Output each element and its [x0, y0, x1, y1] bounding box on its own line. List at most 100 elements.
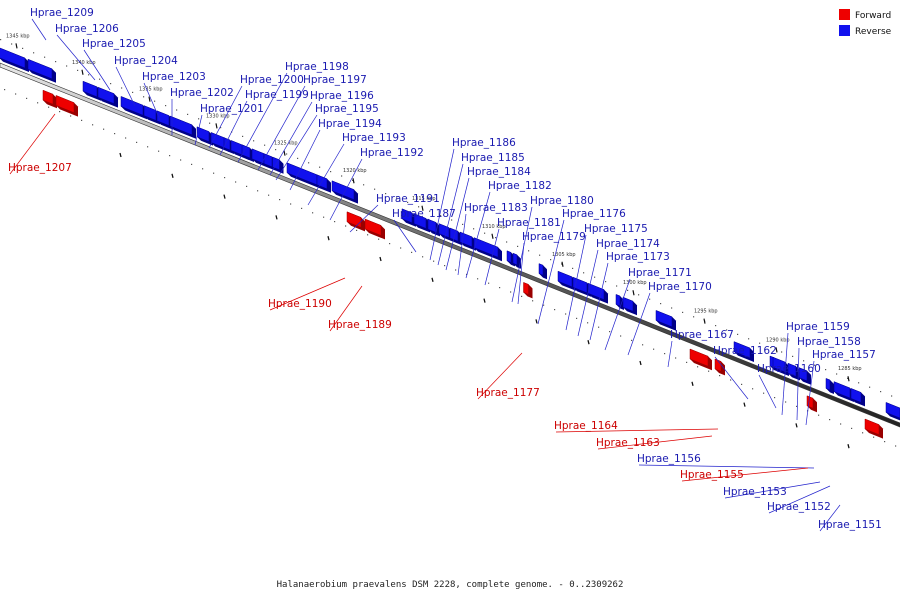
dot — [323, 216, 325, 218]
dot — [781, 351, 783, 353]
gene-label: Hprae_1206 — [55, 23, 119, 35]
dash — [327, 236, 330, 241]
dot — [620, 335, 622, 337]
dot — [869, 386, 871, 388]
dot — [363, 184, 365, 186]
leader-line — [477, 352, 523, 400]
gene-label: Hprae_1207 — [8, 162, 72, 174]
dot — [631, 339, 633, 341]
dot — [572, 267, 574, 269]
ruler-tick-mark — [148, 96, 151, 102]
leader-line — [627, 292, 651, 356]
dot — [246, 185, 248, 187]
dot — [422, 256, 424, 258]
gene-label: Hprae_1156 — [637, 453, 701, 465]
ruler-tick-label: 1295 kbp — [694, 309, 718, 315]
dash — [847, 444, 850, 449]
gene-labels: Hprae_1209 Hprae_1206 Hprae_1205 Hprae_1204… — [8, 7, 882, 531]
dot — [11, 43, 13, 45]
leader-line — [667, 340, 673, 368]
ruler-tick-label: 1340 kbp — [72, 60, 96, 66]
dot — [653, 348, 655, 350]
gene-label: Hprae_1163 — [596, 437, 660, 449]
leader-line — [537, 219, 565, 325]
dot — [440, 215, 442, 217]
dot — [132, 91, 134, 93]
dot — [884, 441, 886, 443]
dot — [521, 295, 523, 297]
gene-label: Hprae_1203 — [142, 71, 206, 83]
leader-line — [269, 277, 346, 311]
gene-label: Hprae_1184 — [467, 166, 531, 178]
dot — [594, 276, 596, 278]
dot — [895, 445, 897, 447]
dot — [187, 113, 189, 115]
leader-line — [437, 163, 464, 266]
leader-line — [219, 100, 248, 156]
gene-label: Hprae_1174 — [596, 238, 660, 250]
dash — [691, 381, 694, 386]
ruler-tick-label: 1305 kbp — [552, 252, 576, 258]
legend-reverse-swatch — [839, 25, 850, 36]
dot — [627, 289, 629, 291]
dot — [55, 61, 57, 63]
leader-line — [237, 72, 288, 163]
dot — [378, 238, 380, 240]
gene-label: Hprae_1170 — [648, 281, 712, 293]
leader-line — [275, 114, 318, 181]
leader-line — [577, 249, 599, 337]
gene-label: Hprae_1194 — [318, 118, 382, 130]
forward-gene-block — [714, 358, 725, 376]
gene-label: Hprae_1176 — [562, 208, 626, 220]
dot — [396, 197, 398, 199]
dot — [829, 419, 831, 421]
dash — [119, 152, 122, 158]
gene-label: Hprae_1153 — [723, 486, 787, 498]
dot — [275, 149, 277, 151]
gene-label: Hprae_1192 — [360, 147, 424, 159]
ruler-tick-mark — [215, 123, 218, 129]
gene-label: Hprae_1155 — [680, 469, 744, 481]
gene-label: Hprae_1181 — [497, 217, 561, 229]
dot — [242, 135, 244, 137]
dot — [308, 162, 310, 164]
dot — [433, 260, 435, 262]
dot — [847, 377, 849, 379]
dot — [451, 219, 453, 221]
dot — [385, 193, 387, 195]
dot — [143, 96, 145, 98]
reverse-gene-block — [0, 47, 29, 72]
reverse-gene-block — [733, 341, 754, 362]
dot — [836, 373, 838, 375]
dot — [737, 333, 739, 335]
gene-label: Hprae_1177 — [476, 387, 540, 399]
ruler-tick-mark — [352, 178, 355, 184]
legend-reverse-label: Reverse — [855, 27, 892, 37]
reverse-gene-block — [587, 282, 608, 304]
leader-line — [517, 242, 525, 305]
dot — [268, 194, 270, 196]
dot — [99, 78, 101, 80]
ruler-tick-mark — [491, 233, 494, 239]
ruler-tick-mark — [775, 347, 778, 353]
ruler-tick-mark — [561, 261, 564, 267]
dot — [444, 265, 446, 267]
dash — [431, 277, 434, 282]
dot — [660, 303, 662, 305]
dot — [341, 175, 343, 177]
dot — [664, 353, 666, 355]
genome-axis — [0, 62, 900, 428]
dot — [858, 382, 860, 384]
dot — [675, 357, 677, 359]
dot — [792, 355, 794, 357]
dot — [528, 250, 530, 252]
leader-line — [349, 204, 379, 233]
dot — [862, 432, 864, 434]
dot — [616, 285, 618, 287]
gene-label: Hprae_1183 — [464, 202, 528, 214]
gene-label: Hprae_1187 — [392, 208, 456, 220]
dot — [191, 163, 193, 165]
ruler-tick-label: 1325 kbp — [274, 141, 298, 147]
reverse-gene-block — [787, 362, 800, 381]
reverse-gene-block — [557, 270, 576, 291]
